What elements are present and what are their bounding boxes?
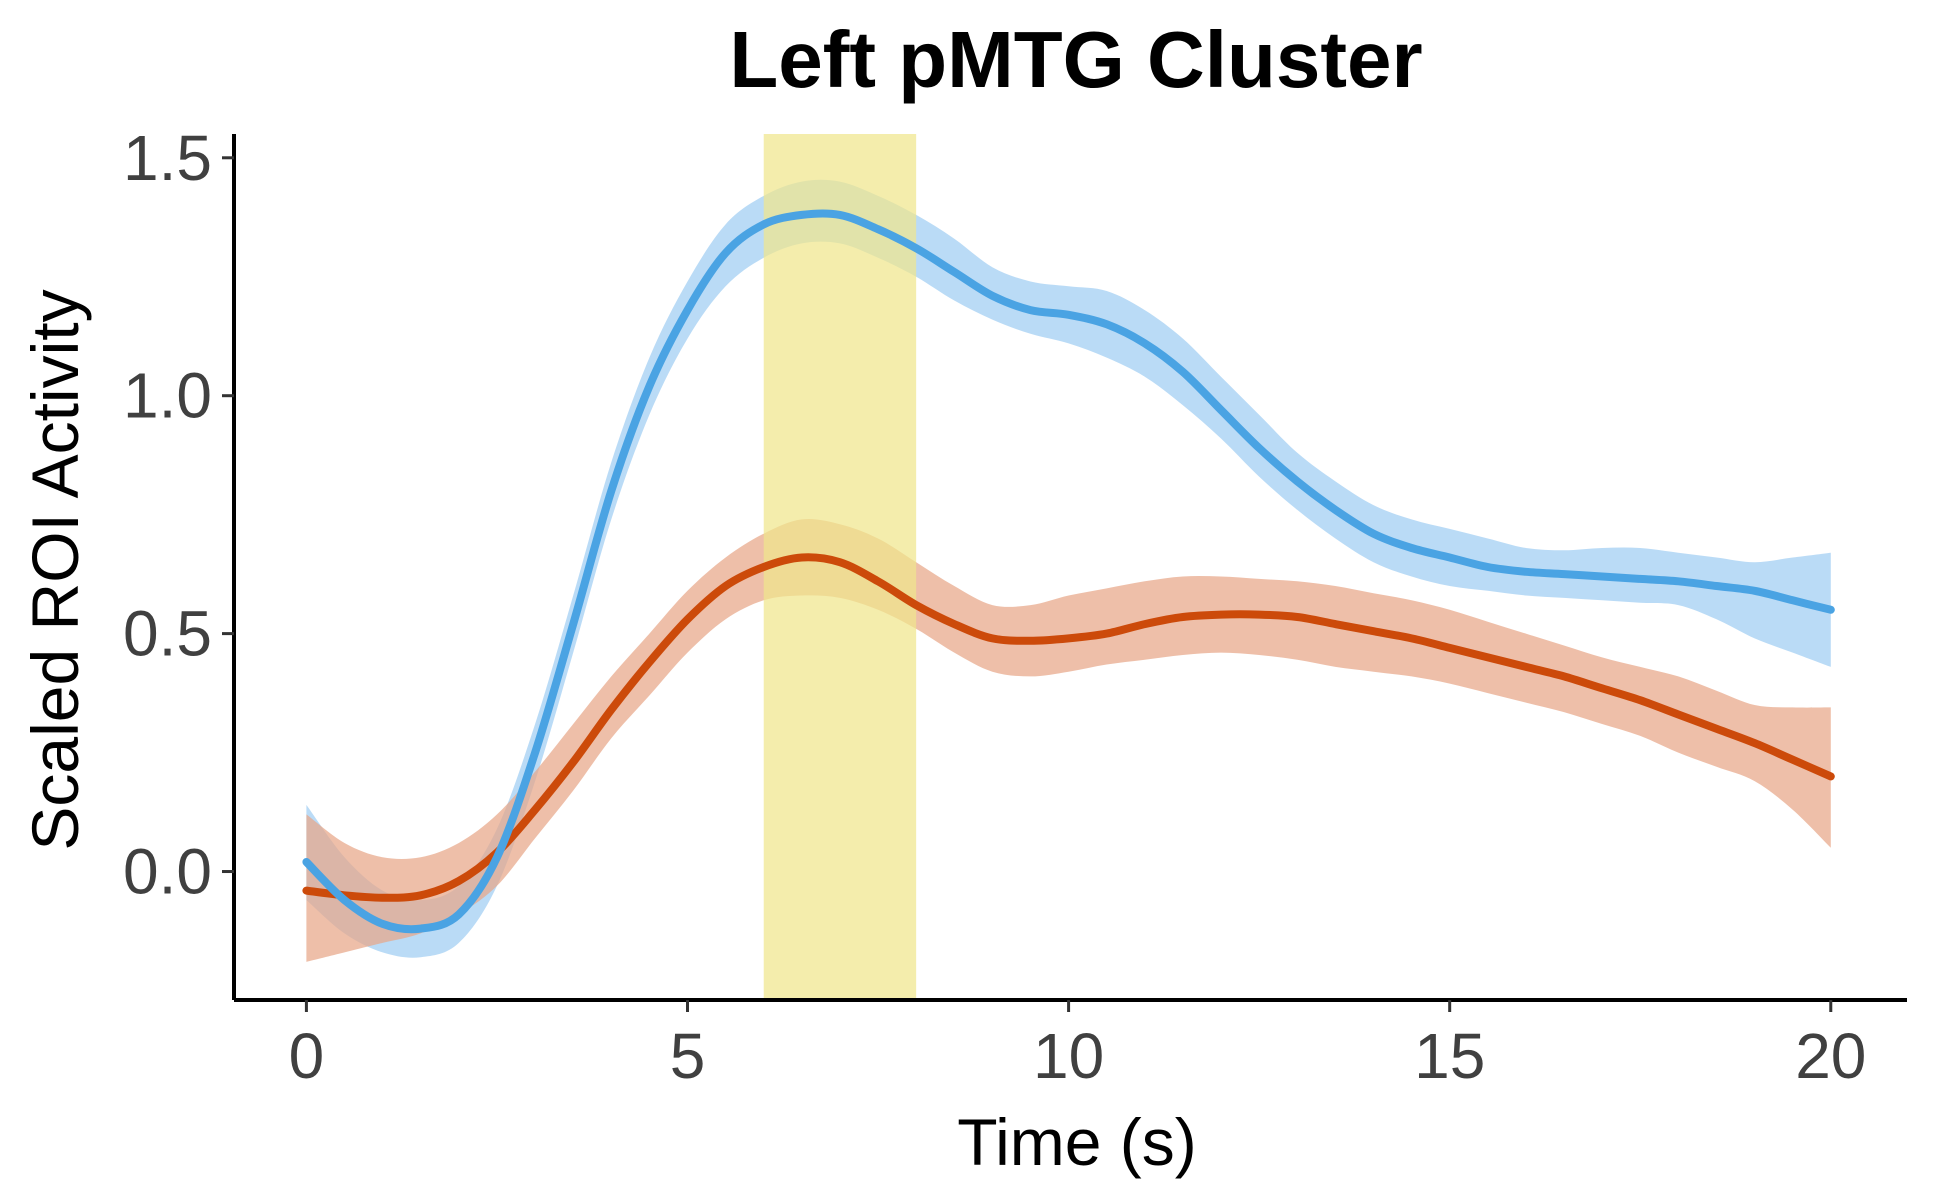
series-line-1 [302,209,1835,934]
x-tick-label: 20 [1795,1020,1866,1092]
x-axis-title: Time (s) [957,1105,1197,1179]
confidence-band-2 [306,518,1831,962]
plot-area [302,134,1835,1000]
highlight-band [763,134,917,1000]
x-tick-label: 5 [670,1020,706,1092]
x-tick-label: 10 [1033,1020,1104,1092]
y-tick-label: 1.0 [123,360,212,432]
chart-title: Left pMTG Cluster [729,15,1422,104]
axes: 0 5 10 15 20 0.0 0.5 1.0 1.5 [123,122,1907,1092]
series-line-2 [302,553,1835,902]
y-tick-label: 0.5 [123,598,212,670]
x-tick-label: 15 [1414,1020,1485,1092]
y-tick-label: 1.5 [123,122,212,194]
y-tick-label: 0.0 [123,836,212,908]
x-tick-label: 0 [289,1020,325,1092]
confidence-band-1 [306,179,1831,958]
y-axis-title: Scaled ROI Activity [18,289,92,850]
